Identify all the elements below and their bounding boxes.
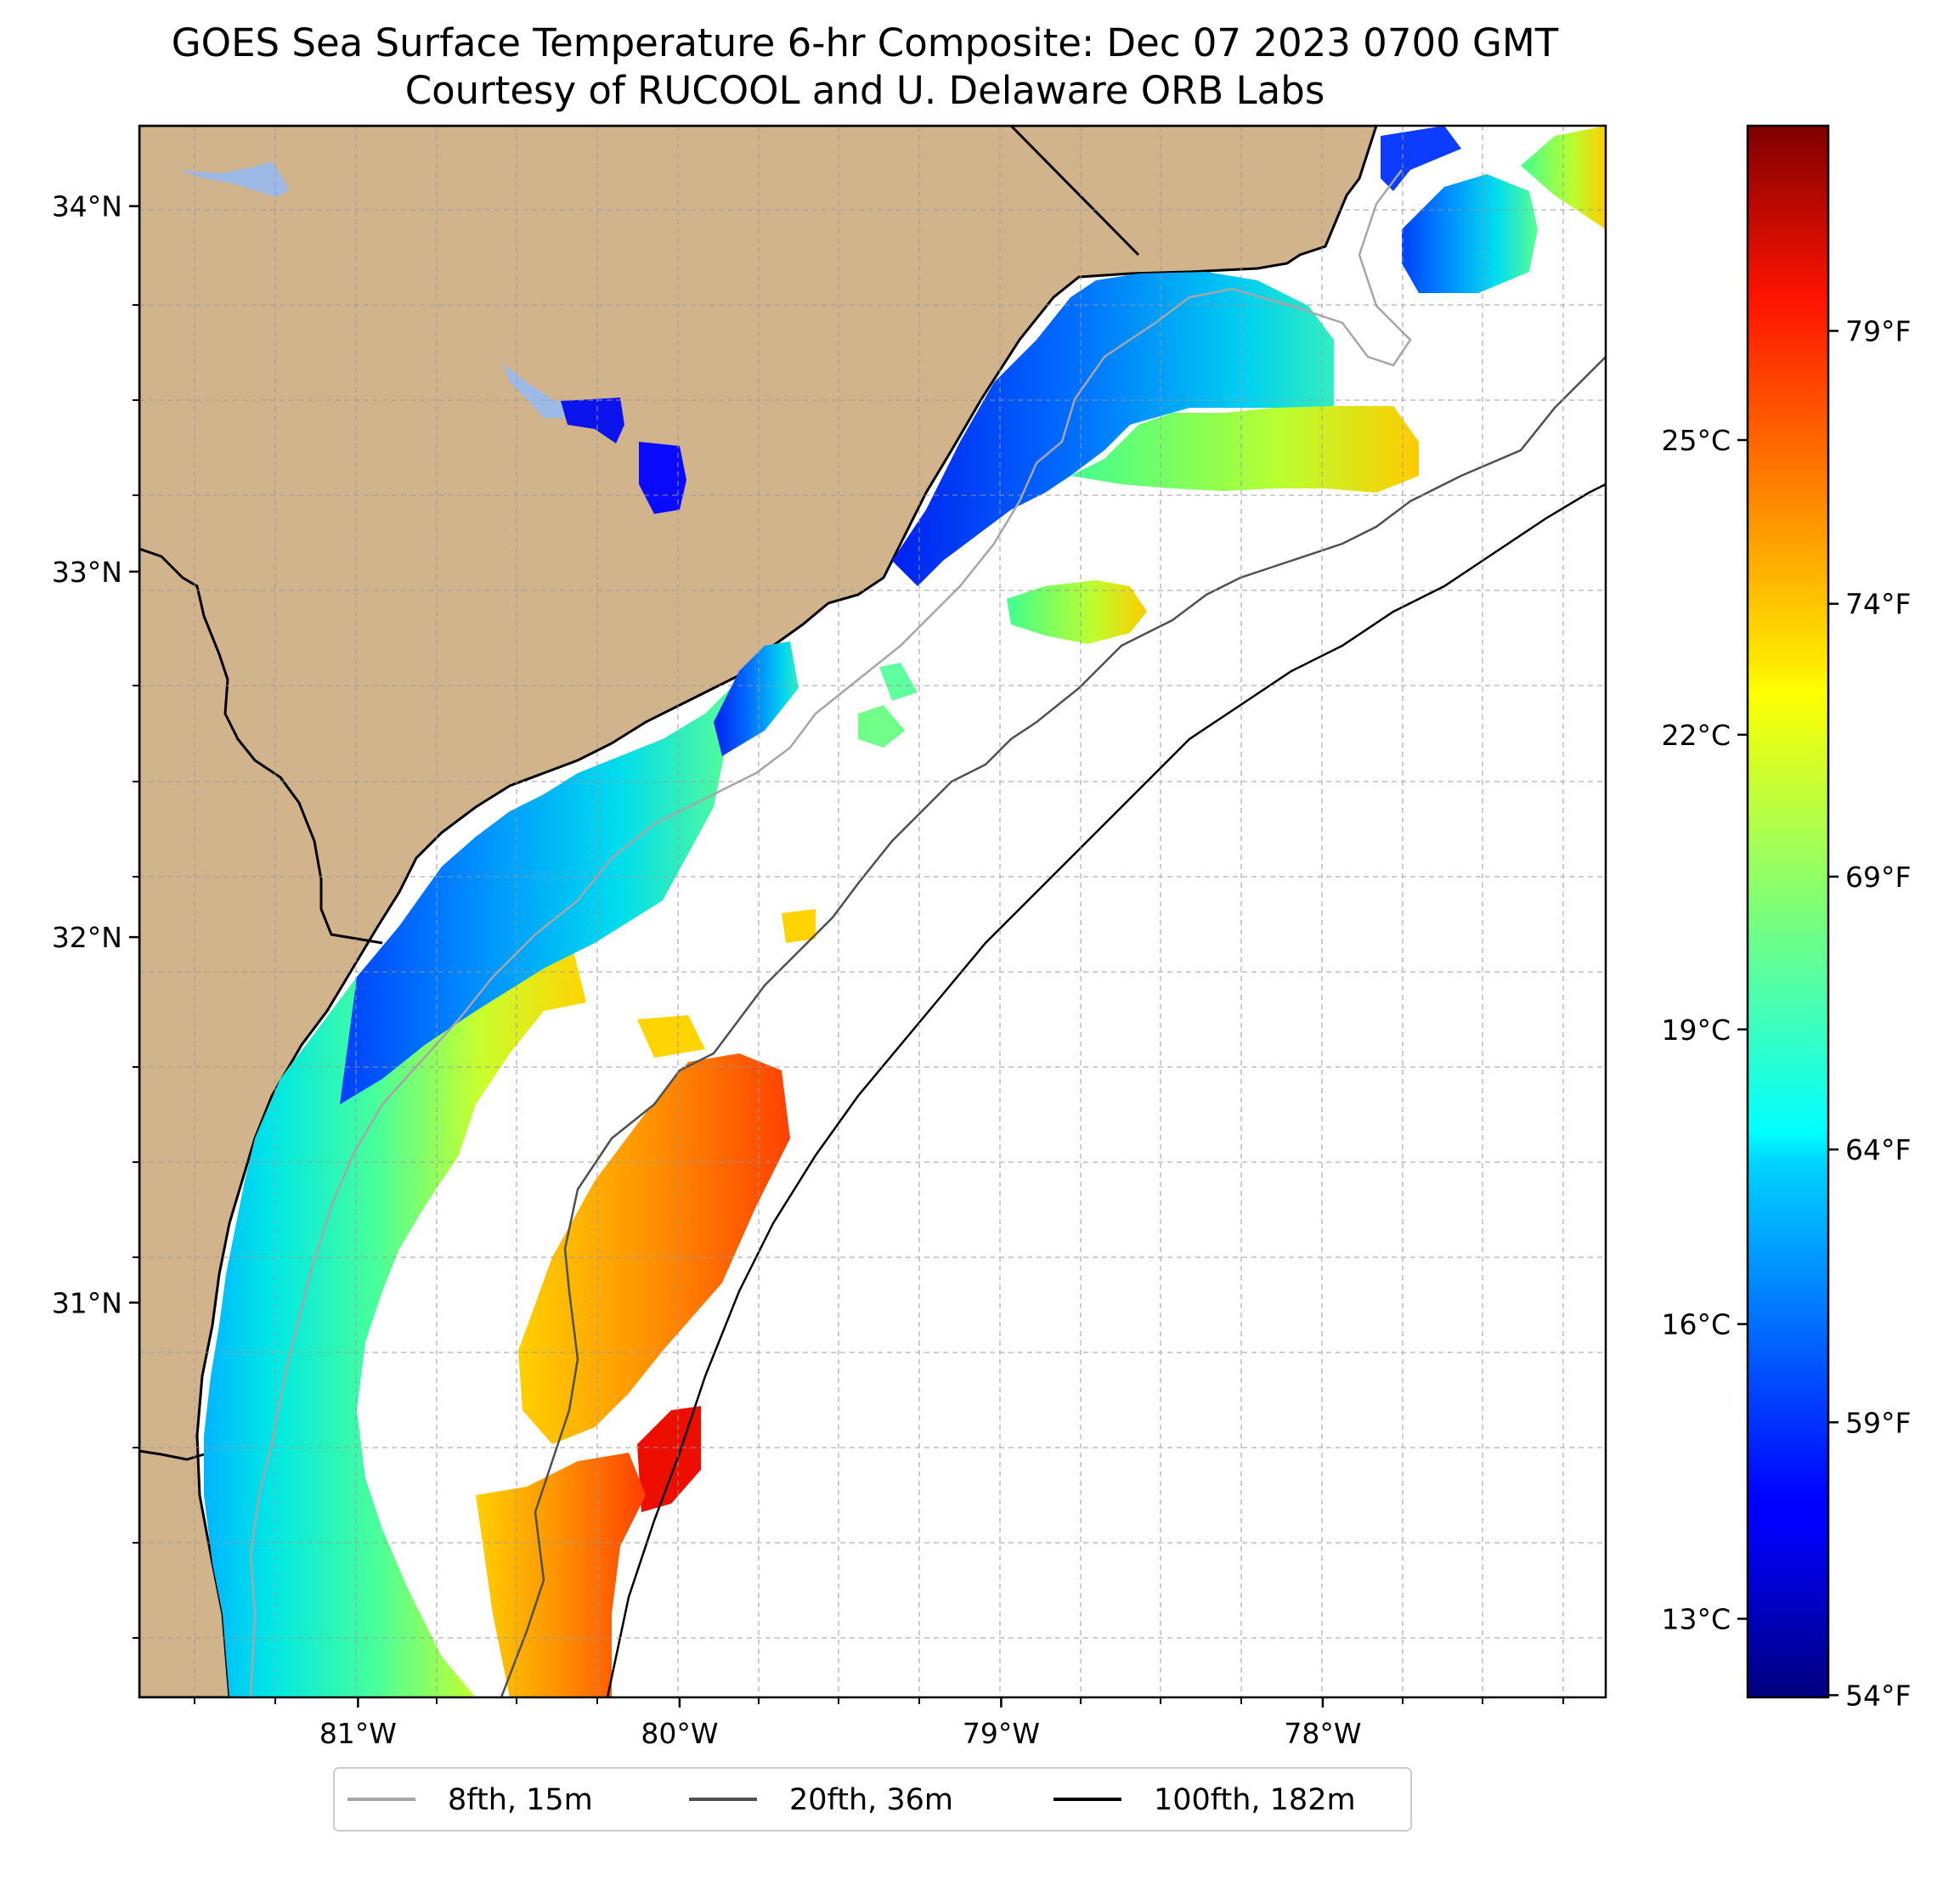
sst-northeast-patch-2 [1402,174,1538,293]
isobath-100fth [606,483,1606,1697]
fahrenheit-tick-label: 74°F [1845,588,1911,621]
sst-warm-blob-offshore [1007,580,1147,644]
state-boundary-ga-fl [139,1449,205,1461]
fahrenheit-tick-label: 79°F [1845,315,1911,348]
legend-label-20fth: 20fth, 36m [789,1783,953,1817]
legend-label-100fth: 100fth, 182m [1154,1783,1356,1817]
sst-warm-patch-georgia [518,1053,790,1444]
map-panel: 34°N 33°N 32°N 31°N 81°W 80°W 79°W 78°W [52,124,1607,1750]
isobath-8fth [249,169,1412,1697]
sst-green-blob-2 [879,663,918,701]
latitude-axis: 34°N 33°N 32°N 31°N [52,190,139,1319]
celsius-tick-label: 22°C [1661,719,1731,752]
sst-green-patch-long-bay [1070,406,1419,493]
sst-shelf-band-mid [340,680,739,1104]
map-subtitle: Courtesy of RUCOOL and U. Delaware ORB L… [405,68,1325,113]
fahrenheit-tick-label: 64°F [1845,1133,1911,1166]
land [139,126,1378,1697]
sst-warm-patch-south [476,1453,646,1697]
fahrenheit-tick-label: 59°F [1845,1406,1911,1439]
sst-small-yellow [782,909,816,943]
sst-warm-patch-gulf-stream [637,1015,705,1058]
longitude-axis: 81°W 80°W 79°W 78°W [319,1697,1361,1750]
isobaths [249,169,1606,1697]
minor-ticks [133,304,1564,1704]
lon-tick-label: 81°W [319,1717,397,1750]
sst-northeast-patch-1 [1381,126,1461,191]
lat-tick-label: 34°N [52,190,122,223]
colorbar: 13°C 16°C 19°C 22°C 25°C 54°F 59°F 64°F 69°F 74°… [1661,124,1911,1712]
fahrenheit-tick-label: 69°F [1845,861,1911,894]
celsius-tick-label: 13°C [1661,1603,1731,1636]
lat-tick-label: 31°N [52,1286,122,1319]
lon-tick-label: 79°W [963,1717,1040,1750]
state-boundary-nc-sc [1009,126,1140,257]
celsius-tick-label: 25°C [1661,424,1731,457]
lake-marion [503,364,578,418]
lat-tick-label: 33°N [52,556,122,589]
lake-waccamaw [178,161,289,197]
lake-moultrie-data [561,398,624,443]
lat-tick-label: 32°N [52,921,122,954]
celsius-tick-label: 19°C [1661,1013,1731,1047]
sst-shelf-band-south [204,816,586,1697]
sst-green-blob-1 [858,705,905,748]
sst-long-bay-band [892,272,1334,586]
legend-box [333,1767,1412,1832]
map-frame [138,124,1607,1699]
legend-label-8fth: 8fth, 15m [448,1783,593,1817]
lon-tick-label: 78°W [1284,1717,1361,1750]
colorbar-celsius-axis: 13°C 16°C 19°C 22°C 25°C [1661,424,1748,1636]
celsius-tick-label: 16°C [1661,1308,1731,1341]
sst-data-layer [204,126,1606,1697]
fahrenheit-tick-label: 54°F [1845,1679,1911,1712]
colorbar-bar [1746,124,1830,1699]
colorbar-fahrenheit-axis: 54°F 59°F 64°F 69°F 74°F 79°F [1828,315,1911,1712]
map-title: GOES Sea Surface Temperature 6-hr Compos… [172,20,1559,65]
gridlines [139,126,1606,1697]
lake-moultrie-data-2 [639,442,686,514]
sst-hot-patch [637,1406,701,1512]
legend: 8fth, 15m 20fth, 36m 100fth, 182m [333,1767,1412,1832]
lon-tick-label: 80°W [641,1717,718,1750]
sst-shelf-band-north [714,641,799,756]
isobath-20fth [500,356,1606,1697]
